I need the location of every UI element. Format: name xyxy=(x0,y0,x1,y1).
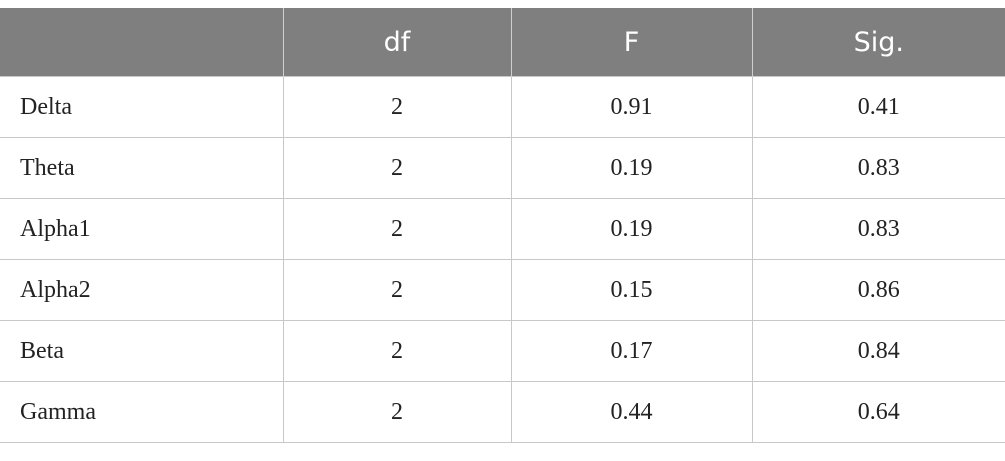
table-cell: 2 xyxy=(282,198,512,260)
table-cell: 2 xyxy=(282,137,512,199)
table-cell: 0.83 xyxy=(751,198,1005,260)
header-cell: df xyxy=(282,8,511,77)
table-cell: 0.91 xyxy=(510,76,753,138)
anova-table: df F Sig. Delta 2 0.91 0.41 Theta 2 0.19 0.83 Alph… xyxy=(0,8,1005,443)
table-row: Theta 2 0.19 0.83 xyxy=(0,137,1005,199)
header-cell-empty xyxy=(0,8,283,77)
table-cell: 2 xyxy=(282,381,512,443)
table-cell: 0.19 xyxy=(510,198,753,260)
row-label: Alpha1 xyxy=(0,198,284,260)
table-cell: 0.19 xyxy=(510,137,753,199)
table-cell: 0.86 xyxy=(751,259,1005,321)
table-cell: 0.64 xyxy=(751,381,1005,443)
row-label: Theta xyxy=(0,137,284,199)
table-cell: 0.83 xyxy=(751,137,1005,199)
table-row: Gamma 2 0.44 0.64 xyxy=(0,381,1005,443)
table-row: Delta 2 0.91 0.41 xyxy=(0,76,1005,138)
header-cell: Sig. xyxy=(751,8,1005,77)
row-label: Beta xyxy=(0,320,284,382)
table-body: Delta 2 0.91 0.41 Theta 2 0.19 0.83 Alpha1 2 0.19 0… xyxy=(0,76,1005,443)
table-row: Alpha1 2 0.19 0.83 xyxy=(0,198,1005,260)
table-cell: 0.41 xyxy=(751,76,1005,138)
table-cell: 2 xyxy=(282,320,512,382)
table-header: df F Sig. xyxy=(0,8,1005,77)
row-label: Delta xyxy=(0,76,284,138)
header-cell: F xyxy=(510,8,752,77)
table-cell: 0.84 xyxy=(751,320,1005,382)
table-cell: 0.44 xyxy=(510,381,753,443)
row-label: Alpha2 xyxy=(0,259,284,321)
row-label: Gamma xyxy=(0,381,284,443)
header-row: df F Sig. xyxy=(0,8,1005,77)
table-cell: 2 xyxy=(282,259,512,321)
table-cell: 2 xyxy=(282,76,512,138)
table-row: Beta 2 0.17 0.84 xyxy=(0,320,1005,382)
table-cell: 0.17 xyxy=(510,320,753,382)
table-cell: 0.15 xyxy=(510,259,753,321)
table-row: Alpha2 2 0.15 0.86 xyxy=(0,259,1005,321)
